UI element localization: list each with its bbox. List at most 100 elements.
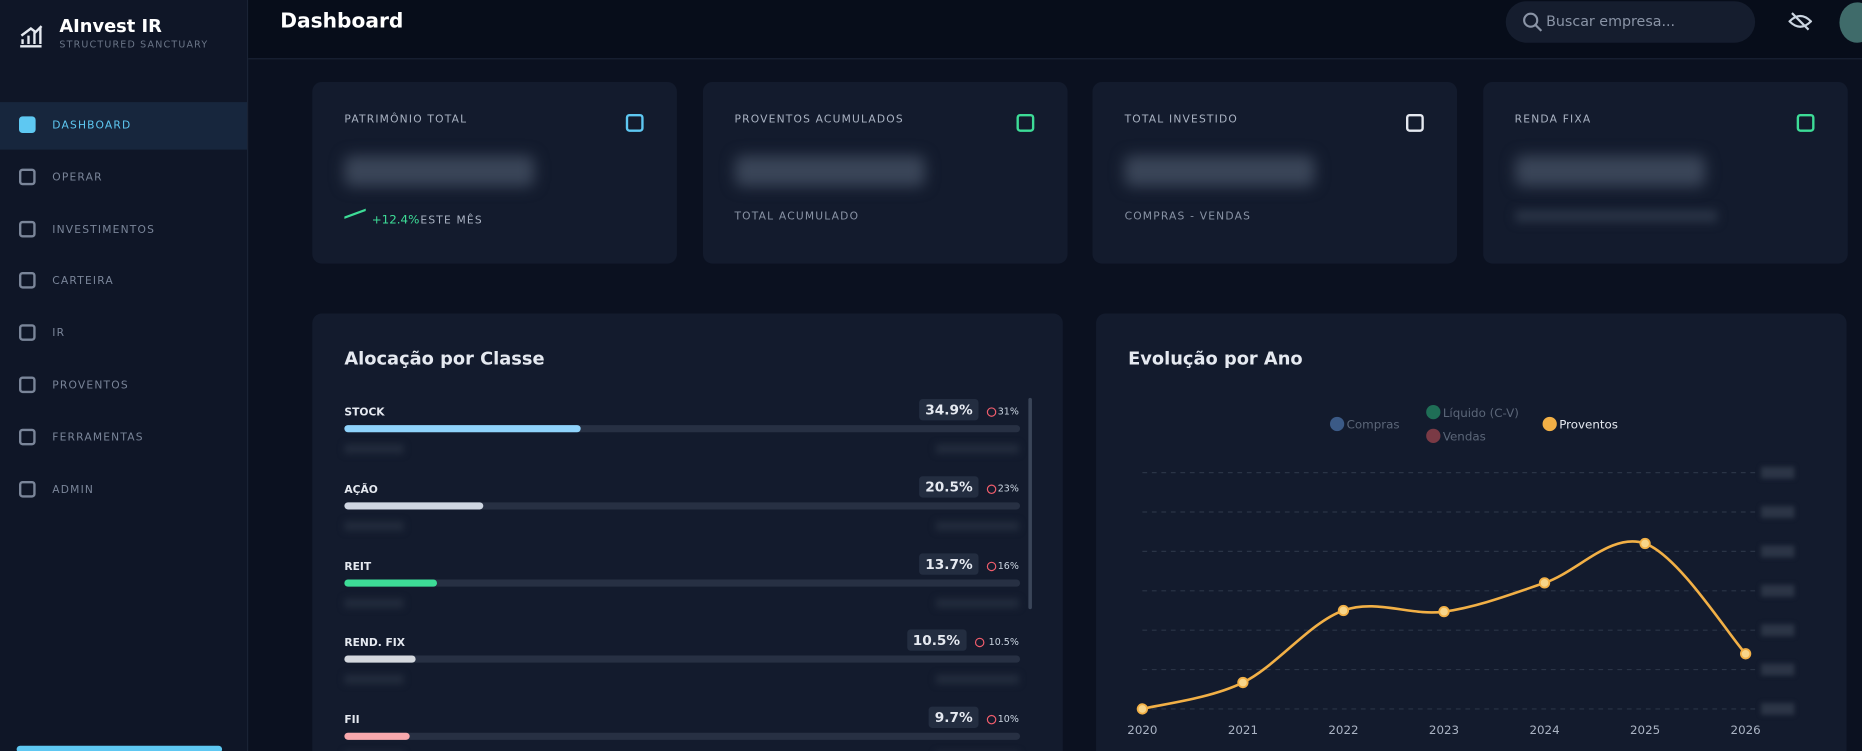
class-name: REND. FIX [344, 638, 406, 651]
card-change: +12.4% [371, 213, 420, 227]
point [1739, 648, 1752, 660]
blurred-tick-label [1761, 466, 1795, 479]
percent-label: 13.7% [919, 552, 979, 575]
blurred-detail [935, 674, 1019, 685]
blurred-tick-label [1761, 506, 1795, 518]
logo [20, 25, 43, 48]
card-label: RENDA FIXA [1514, 114, 1592, 126]
x-tick-label: 2025 [1630, 723, 1660, 737]
bar [344, 502, 483, 510]
nav-item[interactable]: OPERAR [0, 154, 247, 202]
bar [344, 655, 416, 664]
blurred-note [1514, 210, 1717, 223]
target-icon [986, 407, 997, 417]
header: Dashboard Buscar empresa... [248, 0, 1862, 60]
blurred-detail [344, 444, 404, 454]
point [1538, 577, 1551, 589]
card-note: TOTAL ACUMULADO [734, 211, 860, 224]
target-label: 31% [997, 406, 1019, 417]
nav-item[interactable]: FERRAMENTAS [0, 414, 247, 462]
legend-label: Vendas [1443, 430, 1486, 444]
nav-label: OPERAR [52, 171, 103, 184]
evolution-panel: Evolução por Ano [1096, 313, 1847, 751]
class-name: REIT [344, 561, 372, 574]
nav-label: IR [52, 327, 66, 340]
point [1237, 676, 1249, 689]
target-label: 23% [997, 483, 1019, 494]
percent-label: 34.9% [919, 399, 979, 421]
scrollbar[interactable] [1028, 397, 1032, 610]
blurred-value [734, 155, 925, 187]
class-name: AÇÃO [344, 484, 378, 497]
bar-track [344, 425, 1021, 433]
card-icon [1406, 114, 1424, 132]
panel-title: Alocação por Classe [344, 347, 545, 370]
nav-item[interactable]: INVESTIMENTOS [0, 206, 247, 254]
card-label: TOTAL INVESTIDO [1124, 114, 1239, 126]
nav-item[interactable]: IR [0, 310, 247, 358]
stat-card: PROVENTOS ACUMULADOS TOTAL ACUMULADO [702, 81, 1067, 264]
percent-label: 10.5% [906, 629, 967, 652]
nav-icon [19, 480, 36, 498]
target-icon [986, 715, 997, 725]
nav-item[interactable]: CARTEIRA [0, 258, 247, 306]
nav-icon [19, 220, 36, 238]
target-label: 10% [997, 713, 1019, 725]
series-line [1142, 540, 1747, 711]
page-title: Dashboard [280, 9, 404, 34]
search-icon [1523, 12, 1543, 32]
sidebar-button[interactable] [16, 745, 223, 751]
target-icon [974, 638, 984, 648]
nav-label: INVESTIMENTOS [52, 223, 156, 236]
blurred-detail [344, 521, 404, 531]
percent-label: 20.5% [919, 475, 979, 498]
bar-track [344, 732, 1021, 741]
point [1639, 537, 1651, 550]
nav-item[interactable]: ADMIN [0, 466, 247, 514]
nav-item[interactable]: DASHBOARD [0, 102, 247, 150]
stat-card: PATRIMÔNIO TOTAL +12.4% ESTE MÊS [312, 81, 677, 264]
panel-title: Evolução por Ano [1128, 347, 1303, 370]
bar-track [344, 655, 1021, 664]
percent-label: 9.7% [928, 706, 979, 729]
target-icon [986, 484, 997, 494]
hide-toggle[interactable] [1788, 11, 1813, 32]
x-tick-label: 2021 [1228, 723, 1258, 737]
legend-label: Proventos [1559, 418, 1618, 432]
blurred-tick-label [1761, 584, 1795, 597]
blurred-detail [935, 521, 1019, 531]
nav-icon [19, 116, 36, 133]
legend-label: Compras [1347, 418, 1400, 432]
target-label: 16% [997, 560, 1019, 571]
legend-swatch [1330, 416, 1345, 432]
search-placeholder: Buscar empresa... [1546, 13, 1676, 30]
x-tick-label: 2024 [1529, 723, 1559, 737]
nav-icon [19, 376, 36, 394]
card-icon [1015, 114, 1034, 132]
sidebar: AInvest IR STRUCTURED SANCTUARY DASHBOAR… [0, 0, 249, 751]
bar-track [344, 579, 1021, 587]
class-name: STOCK [344, 407, 385, 420]
card-label: PROVENTOS ACUMULADOS [734, 114, 904, 126]
trend-icon [344, 208, 366, 229]
stat-card: RENDA FIXA [1482, 81, 1848, 264]
nav-icon [19, 428, 36, 446]
card-label: PATRIMÔNIO TOTAL [344, 114, 468, 126]
search[interactable]: Buscar empresa... [1505, 1, 1756, 43]
class-name: FII [344, 715, 360, 727]
blurred-detail [935, 444, 1019, 454]
legend-swatch [1542, 416, 1557, 432]
stat-card: TOTAL INVESTIDO COMPRAS - VENDAS [1092, 81, 1458, 264]
blurred-tick-label [1761, 545, 1795, 558]
x-tick-label: 2022 [1328, 723, 1358, 737]
card-note: ESTE MÊS [420, 214, 483, 227]
nav-item[interactable]: PROVENTOS [0, 362, 247, 410]
avatar[interactable] [1839, 2, 1862, 43]
point [1136, 703, 1149, 715]
blurred-tick-label [1761, 624, 1795, 637]
blurred-detail [935, 598, 1019, 608]
bar-track [344, 502, 1021, 510]
nav-icon [19, 272, 36, 290]
